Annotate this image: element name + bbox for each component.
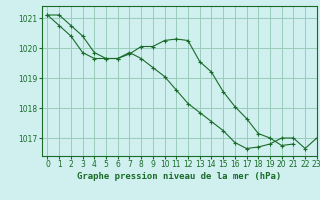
X-axis label: Graphe pression niveau de la mer (hPa): Graphe pression niveau de la mer (hPa) — [77, 172, 281, 181]
